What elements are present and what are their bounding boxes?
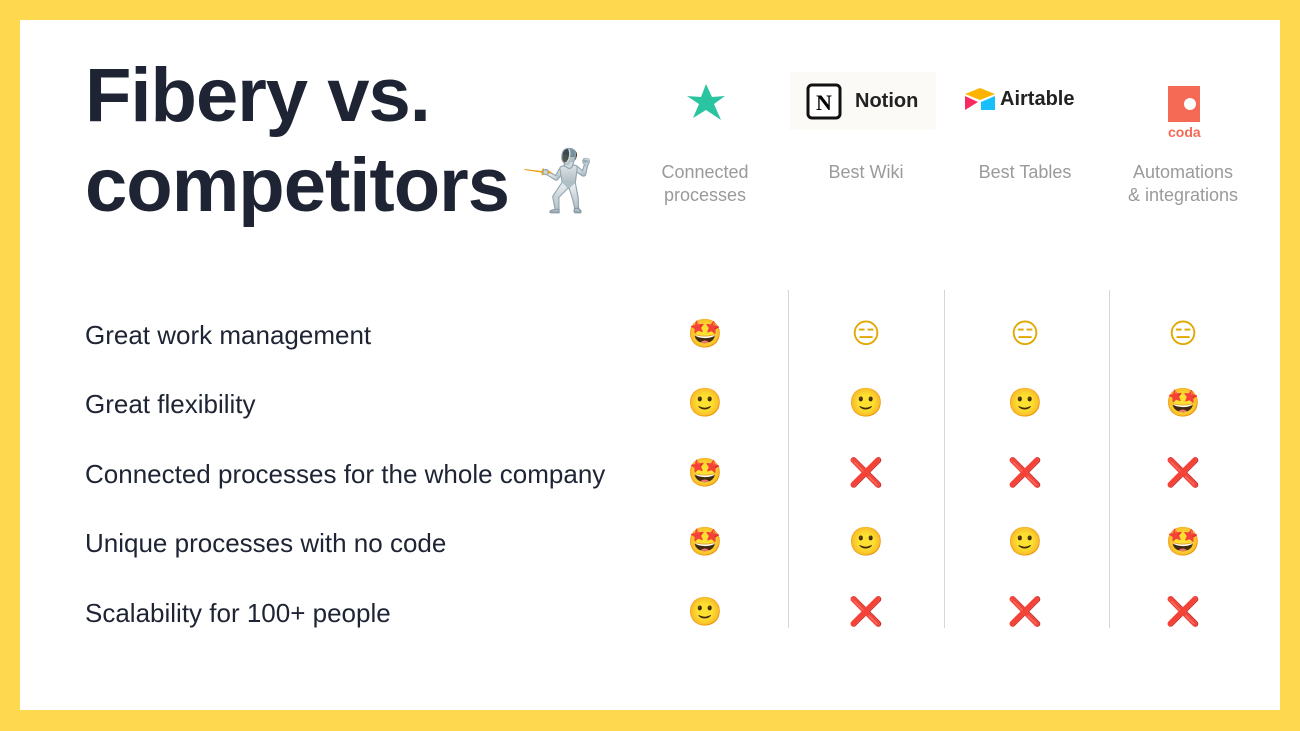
rating: 🙂 bbox=[1007, 386, 1043, 419]
column-caption: & integrations bbox=[1127, 185, 1239, 205]
card bbox=[20, 20, 1280, 710]
logo-text: Airtable bbox=[1000, 88, 1075, 110]
rating: ❌ bbox=[848, 595, 884, 628]
airtable-icon bbox=[965, 88, 995, 110]
rating: 🤩 bbox=[1165, 525, 1201, 558]
rating: ❌ bbox=[1007, 595, 1043, 628]
rating: 🙂 bbox=[687, 595, 723, 628]
column-caption: Best Wiki bbox=[828, 162, 904, 182]
row-label: Great work management bbox=[85, 320, 372, 350]
column-caption: Automations bbox=[1132, 162, 1234, 182]
fibery-logo bbox=[687, 84, 725, 120]
rating: 🤩 bbox=[687, 317, 723, 350]
column-separator bbox=[788, 290, 789, 628]
rating: 🙂 bbox=[1007, 525, 1043, 558]
rating: ❌ bbox=[1007, 456, 1043, 489]
coda-icon bbox=[1168, 86, 1200, 122]
notion-icon: N bbox=[806, 83, 842, 120]
column-caption: Best Tables bbox=[978, 162, 1072, 182]
rating: ❌ bbox=[1165, 595, 1201, 628]
rating: 😑 bbox=[1010, 317, 1040, 350]
rating: 🤩 bbox=[687, 456, 723, 489]
rating: 🤩 bbox=[687, 525, 723, 558]
title-line: Fibery vs. bbox=[85, 53, 431, 138]
column-separator bbox=[944, 290, 945, 628]
row-label: Scalability for 100+ people bbox=[85, 598, 391, 628]
row-label: Connected processes for the whole compan… bbox=[85, 459, 606, 489]
rating: 😑 bbox=[1168, 317, 1198, 350]
column-separator bbox=[1109, 290, 1110, 628]
title-line: competitors bbox=[85, 143, 510, 228]
logo-text: Notion bbox=[855, 90, 919, 112]
column-caption: processes bbox=[663, 185, 747, 205]
svg-text:N: N bbox=[816, 90, 832, 115]
logo-text: coda bbox=[1168, 124, 1201, 140]
row-label: Great flexibility bbox=[85, 389, 256, 419]
rating: 🙂 bbox=[687, 386, 723, 419]
column-caption: Connected bbox=[661, 162, 749, 182]
rating: 🙂 bbox=[848, 386, 884, 419]
title-emoji: 🤺 bbox=[520, 147, 595, 214]
rating: ❌ bbox=[848, 456, 884, 489]
rating: 🤩 bbox=[1165, 386, 1201, 419]
rating: 🙂 bbox=[848, 525, 884, 558]
row-label: Unique processes with no code bbox=[85, 528, 447, 558]
rating: 😑 bbox=[851, 317, 881, 350]
rating: ❌ bbox=[1165, 456, 1201, 489]
